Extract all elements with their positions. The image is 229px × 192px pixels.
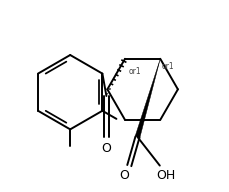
- Text: O: O: [119, 169, 129, 182]
- Text: or1: or1: [128, 67, 140, 76]
- Text: O: O: [101, 142, 111, 155]
- Polygon shape: [134, 59, 160, 138]
- Text: or1: or1: [161, 62, 174, 71]
- Text: OH: OH: [155, 169, 174, 182]
